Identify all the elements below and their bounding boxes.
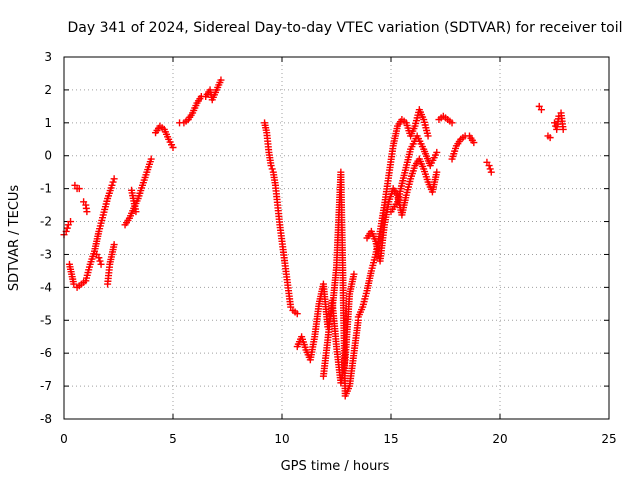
y-tick-label: 0 xyxy=(44,149,52,163)
data-point xyxy=(485,162,493,170)
data-point xyxy=(448,119,456,127)
data-point xyxy=(83,208,91,216)
y-tick-label: 3 xyxy=(44,50,52,64)
x-tick-label: 5 xyxy=(169,432,177,446)
data-point-interp xyxy=(63,224,71,232)
x-tick-label: 10 xyxy=(274,432,289,446)
plot-frame xyxy=(63,56,610,420)
y-tick-label: -6 xyxy=(40,346,52,360)
x-tick-label: 15 xyxy=(383,432,398,446)
x-axis-label: GPS time / hours xyxy=(281,459,390,474)
data-point xyxy=(75,185,83,193)
data-point xyxy=(132,208,140,216)
data-point xyxy=(110,241,118,249)
data-point xyxy=(537,106,545,114)
y-tick-label: -3 xyxy=(40,247,52,261)
data-point xyxy=(559,125,567,133)
data-points xyxy=(60,76,567,400)
y-tick-label: -4 xyxy=(40,280,52,294)
x-tick-label: 20 xyxy=(492,432,507,446)
data-point xyxy=(70,280,78,288)
y-axis-label: SDTVAR / TECUs xyxy=(7,185,22,292)
data-point xyxy=(169,144,177,151)
y-tick-label: -8 xyxy=(40,412,52,426)
data-point xyxy=(546,134,554,142)
data-point xyxy=(433,168,441,176)
data-point xyxy=(147,155,155,163)
data-point xyxy=(217,76,225,84)
data-point-interp xyxy=(486,165,494,173)
data-point xyxy=(97,260,105,268)
data-point xyxy=(67,218,75,226)
y-tick-label: 2 xyxy=(44,83,52,97)
data-point xyxy=(350,270,358,278)
x-tick-label: 0 xyxy=(60,432,68,446)
chart-title: Day 341 of 2024, Sidereal Day-to-day VTE… xyxy=(67,20,622,36)
y-tick-label: -2 xyxy=(40,215,52,229)
data-point xyxy=(267,162,275,170)
data-point xyxy=(551,119,558,127)
y-tick-label: -1 xyxy=(40,182,52,196)
data-point xyxy=(470,139,478,147)
data-point-interp xyxy=(96,257,104,265)
y-tick-label: -7 xyxy=(40,379,52,393)
data-point xyxy=(293,310,301,318)
data-point xyxy=(110,175,118,183)
data-point xyxy=(433,148,441,156)
data-point-interp xyxy=(268,165,276,173)
data-point xyxy=(424,132,432,140)
data-point xyxy=(95,254,103,262)
y-tick-label: 1 xyxy=(44,116,52,130)
data-point xyxy=(108,181,116,189)
x-tick-label: 25 xyxy=(601,432,616,446)
data-point xyxy=(487,168,495,176)
y-tick-label: -5 xyxy=(40,313,52,327)
data-point-interp xyxy=(109,178,117,186)
